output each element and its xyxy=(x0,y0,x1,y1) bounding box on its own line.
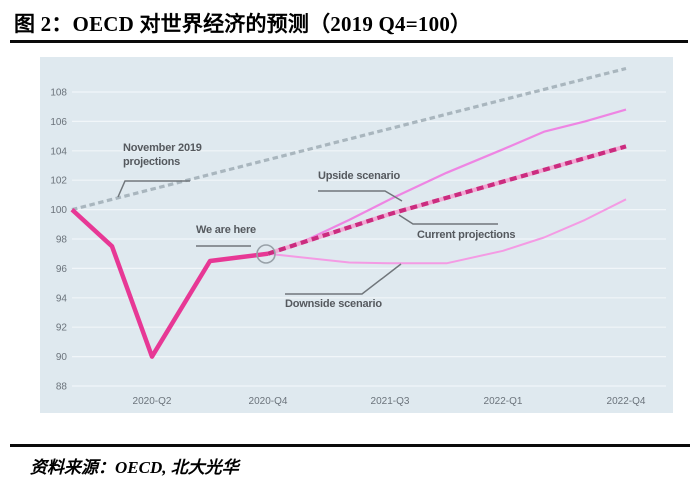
annotation-we-are-here: We are here xyxy=(196,224,276,264)
y-tick-90: 90 xyxy=(56,352,68,363)
downside-scenario-leader-line xyxy=(285,263,402,295)
we-are-here-marker xyxy=(256,244,276,264)
downside-line xyxy=(267,198,627,265)
y-tick-92: 92 xyxy=(56,323,68,334)
y-tick-96: 96 xyxy=(56,264,68,275)
upside-scenario-label: Upside scenario xyxy=(318,170,400,182)
y-tick-100: 100 xyxy=(50,205,67,216)
y-tick-98: 98 xyxy=(56,235,68,246)
annotation-current-projections: Current projections xyxy=(398,214,516,241)
figure-title: 图 2：OECD 对世界经济的预测（2019 Q4=100） xyxy=(14,12,472,36)
realized-line xyxy=(70,207,269,359)
upside-line xyxy=(267,108,627,255)
november-2019-leader-line xyxy=(117,180,190,198)
y-tick-108: 108 xyxy=(50,88,67,99)
y-tick-94: 94 xyxy=(56,293,68,304)
november-2019-label-line2: projections xyxy=(123,156,180,168)
y-tick-104: 104 xyxy=(50,146,67,157)
source-divider xyxy=(10,444,690,447)
y-tick-88: 88 xyxy=(56,382,68,393)
x-tick-2020-Q2: 2020-Q2 xyxy=(133,396,172,407)
x-tick-2021-Q3: 2021-Q3 xyxy=(371,396,410,407)
y-tick-102: 102 xyxy=(50,176,67,187)
x-axis-labels: 2020-Q2 2020-Q4 2021-Q3 2022-Q1 2022-Q4 xyxy=(133,396,646,407)
figure-source: 资料来源：OECD, 北大光华 xyxy=(30,458,239,477)
november-2019-label-line1: November 2019 xyxy=(123,142,202,154)
x-tick-2022-Q4: 2022-Q4 xyxy=(607,396,646,407)
annotation-november-2019: November 2019 projections xyxy=(117,142,202,198)
current-projections-leader-line xyxy=(398,214,498,225)
annotation-downside-scenario: Downside scenario xyxy=(285,263,402,310)
nov2019-line xyxy=(71,66,627,212)
upside-scenario-leader-line xyxy=(318,190,403,202)
current-projections-label: Current projections xyxy=(417,229,515,241)
y-tick-106: 106 xyxy=(50,117,67,128)
chart-panel: 108 106 104 102 100 98 96 94 92 90 88 2020-Q2 2020-… xyxy=(40,57,673,413)
y-axis-labels: 108 106 104 102 100 98 96 94 92 90 88 xyxy=(50,88,67,393)
x-tick-2022-Q1: 2022-Q1 xyxy=(484,396,523,407)
chart-series xyxy=(70,66,627,359)
current-line xyxy=(267,144,627,256)
annotation-upside-scenario: Upside scenario xyxy=(318,170,403,202)
title-divider xyxy=(10,40,688,43)
downside-scenario-label: Downside scenario xyxy=(285,298,382,310)
x-tick-2020-Q4: 2020-Q4 xyxy=(249,396,288,407)
we-are-here-label: We are here xyxy=(196,224,256,236)
